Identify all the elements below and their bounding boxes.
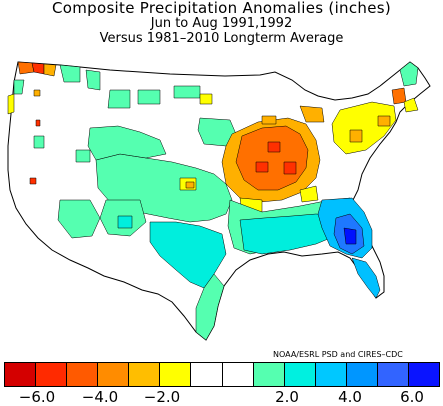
region-ne-wet: [399, 61, 419, 87]
colorbar-swatch: [4, 362, 37, 387]
region-id-wet: [85, 69, 101, 91]
region-ca-dry2: [29, 177, 37, 185]
region-mi-dry2: [261, 115, 277, 125]
colorbar-swatch: [67, 362, 99, 387]
region-tx-wet2: [195, 273, 225, 341]
region-fl-wet: [351, 257, 381, 299]
colorbar-swatch: [129, 362, 161, 387]
colorbar-legend: [4, 362, 441, 387]
chart-title-block: Composite Precipitation Anomalies (inche…: [0, 0, 443, 46]
colorbar-swatch: [160, 362, 192, 387]
chart-period: Jun to Aug 1991,1992: [150, 16, 293, 31]
region-mi-dry: [299, 105, 325, 123]
colorbar-swatch: [191, 362, 223, 387]
region-mt-wet2: [137, 89, 161, 105]
region-se-wet-extreme: [343, 227, 357, 245]
colorbar-tick-label: 2.0: [275, 388, 299, 406]
region-midwest-red3: [283, 161, 297, 175]
region-id-dry: [33, 89, 41, 97]
colorbar-swatch: [98, 362, 130, 387]
region-nm-wet2: [117, 215, 133, 229]
region-ks-dry2: [185, 181, 195, 189]
colorbar-tick-label: −2.0: [143, 388, 181, 406]
region-co-wet: [87, 125, 167, 161]
region-or-yellow: [7, 93, 15, 115]
region-ne-orange3: [391, 87, 407, 105]
colorbar-tick-label: −4.0: [81, 388, 119, 406]
data-credit: NOAA/ESRL PSD and CIRES–CDC: [273, 350, 403, 359]
colorbar-swatch: [377, 362, 410, 387]
colorbar-swatch: [346, 362, 378, 387]
chart-title: Composite Precipitation Anomalies (inche…: [51, 0, 392, 17]
colorbar-tick-label: 6.0: [400, 388, 424, 406]
colorbar-swatch: [315, 362, 347, 387]
region-ca-dry: [35, 119, 41, 127]
region-nd-wet: [173, 85, 201, 99]
colorbar-swatch: [36, 362, 68, 387]
colorbar-tick-label: −6.0: [18, 388, 56, 406]
region-midwest-yellow2: [299, 185, 319, 203]
region-midwest-orange: [235, 125, 309, 191]
colorbar-swatch: [284, 362, 316, 387]
colorbar-swatch: [409, 362, 441, 387]
region-az-wet: [57, 199, 101, 239]
region-wa-dry: [17, 61, 35, 75]
region-or-wet: [13, 79, 25, 95]
region-nd-dry: [199, 93, 213, 105]
us-precipitation-map: [7, 61, 431, 341]
colorbar-swatch: [253, 362, 285, 387]
region-ne-orange: [349, 129, 363, 143]
region-ne-yellow2: [403, 97, 419, 113]
colorbar-swatch: [222, 362, 254, 387]
region-ne-yellow: [331, 101, 397, 155]
region-ne-orange2: [377, 115, 391, 127]
region-ca-wet: [33, 135, 45, 149]
region-wa-wet: [59, 64, 81, 83]
region-mt-wet1: [107, 89, 131, 109]
colorbar-tick-label: 4.0: [338, 388, 362, 406]
region-midwest-red2: [255, 161, 269, 173]
region-nv-wet: [75, 149, 91, 163]
chart-baseline: Versus 1981–2010 Longterm Average: [99, 31, 344, 46]
region-midwest-red: [267, 141, 281, 153]
region-wa-dry3: [43, 63, 57, 77]
